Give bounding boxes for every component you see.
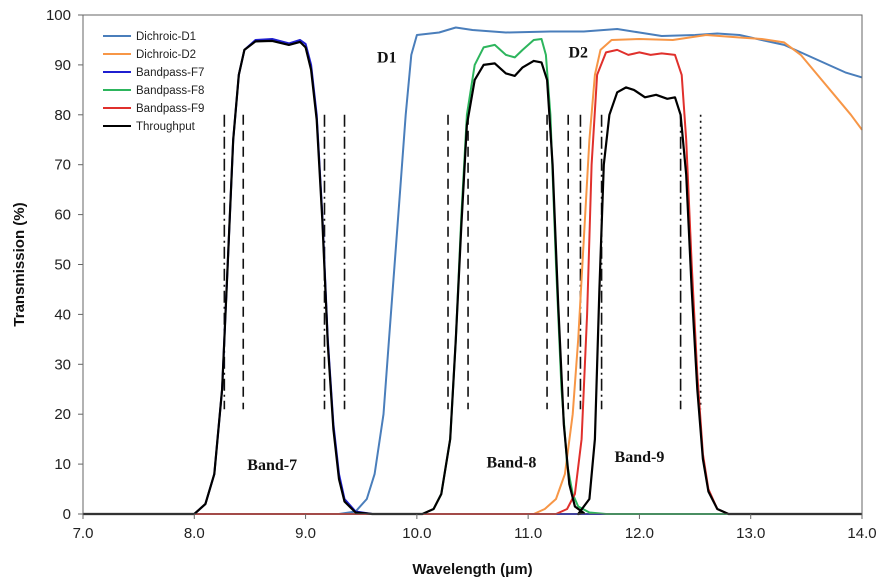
y-tick-label: 0 — [63, 506, 71, 523]
y-axis-title: Transmission (%) — [11, 202, 28, 326]
y-tick-label: 60 — [54, 207, 71, 224]
series-line-dichroic-d1 — [83, 28, 862, 515]
annotation-d1: D1 — [377, 49, 397, 66]
legend-entry: Bandpass-F9 — [136, 103, 204, 115]
series-lines — [83, 28, 862, 515]
band-edge-markers — [224, 115, 700, 409]
legend-entry: Throughput — [136, 121, 196, 133]
annotations: D1 D2 Band-7 Band-8 Band-9 — [247, 44, 664, 474]
series-line-bandpass-f9 — [83, 50, 862, 514]
annotation-d2: D2 — [568, 44, 588, 61]
x-tick-label: 14.0 — [847, 525, 876, 542]
legend-entry: Bandpass-F7 — [136, 67, 204, 79]
x-tick-label: 12.0 — [625, 525, 654, 542]
annotation-band-9: Band-9 — [615, 449, 665, 466]
legend-entry: Bandpass-F8 — [136, 85, 204, 97]
y-tick-label: 20 — [54, 406, 71, 423]
legend-entry: Dichroic-D1 — [136, 31, 196, 43]
legend-entry: Dichroic-D2 — [136, 49, 196, 61]
y-tick-label: 90 — [54, 57, 71, 74]
annotation-band-8: Band-8 — [487, 455, 537, 472]
y-tick-label: 100 — [46, 7, 71, 24]
x-tick-label: 9.0 — [295, 525, 316, 542]
x-tick-label: 8.0 — [184, 525, 205, 542]
x-tick-label: 10.0 — [402, 525, 431, 542]
y-tick-label: 40 — [54, 306, 71, 323]
annotation-band-7: Band-7 — [247, 457, 297, 474]
y-tick-label: 70 — [54, 157, 71, 174]
y-tick-label: 80 — [54, 107, 71, 124]
y-tick-label: 30 — [54, 356, 71, 373]
x-tick-label: 13.0 — [736, 525, 765, 542]
legend: Dichroic-D1 Dichroic-D2 Bandpass-F7 Bandpas… — [103, 31, 204, 133]
x-tick-label: 11.0 — [514, 525, 542, 542]
x-axis-title: Wavelength (μm) — [412, 561, 532, 578]
y-tick-label: 50 — [54, 257, 71, 274]
x-tick-label: 7.0 — [73, 525, 94, 542]
y-tick-label: 10 — [54, 456, 71, 473]
